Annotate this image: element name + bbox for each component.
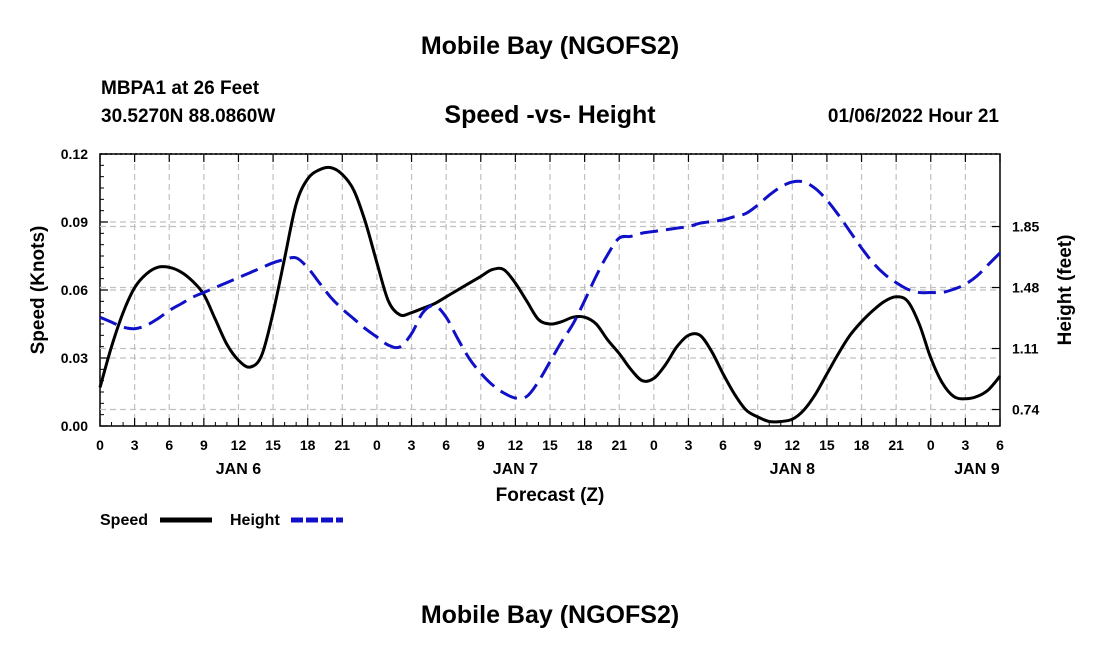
x-tick-label: 18	[854, 437, 870, 453]
height-series-line	[99, 179, 1002, 400]
x-tick-label: 21	[888, 437, 904, 453]
y-left-tick-label: 0.09	[61, 214, 88, 230]
y-right-tick-label: 0.74	[1012, 402, 1039, 418]
top-title: Mobile Bay (NGOFS2)	[420, 32, 680, 60]
x-tick-label: 9	[200, 437, 208, 453]
x-tick-label: 15	[819, 437, 835, 453]
x-tick-label: 15	[265, 437, 281, 453]
day-label: JAN 9	[954, 461, 999, 478]
x-tick-label: 3	[961, 437, 969, 453]
day-label: JAN 7	[493, 461, 538, 478]
x-tick-label: 21	[335, 437, 351, 453]
day-label: JAN 8	[770, 461, 815, 478]
x-tick-label: 12	[231, 437, 247, 453]
x-tick-label: 0	[373, 437, 381, 453]
x-tick-label: 0	[96, 437, 104, 453]
x-tick-label: 12	[508, 437, 524, 453]
x-tick-label: 6	[442, 437, 450, 453]
legend-height-label: Height	[230, 512, 280, 529]
y-left-tick-label: 0.03	[61, 350, 88, 366]
bottom-title: Mobile Bay (NGOFS2)	[420, 601, 680, 629]
x-axis-label: Forecast (Z)	[496, 485, 605, 506]
x-tick-label: 3	[131, 437, 139, 453]
y-right-tick-label: 1.48	[1012, 280, 1039, 296]
y-right-tick-label: 1.11	[1012, 341, 1039, 357]
x-tick-label: 6	[719, 437, 727, 453]
y-left-tick-label: 0.12	[61, 146, 88, 162]
x-tick-label: 6	[996, 437, 1004, 453]
coords-label: 30.5270N 88.0860W	[101, 106, 276, 127]
date-label: 01/06/2022 Hour 21	[827, 106, 999, 127]
x-tick-label: 0	[650, 437, 658, 453]
speed-series-line	[98, 165, 1002, 424]
x-tick-label: 6	[165, 437, 173, 453]
legend-speed-label: Speed	[100, 512, 148, 529]
y-axis-left-label: Speed (Knots)	[28, 226, 49, 355]
y-left-tick-label: 0.00	[61, 418, 88, 434]
x-tick-label: 9	[754, 437, 762, 453]
x-tick-label: 9	[477, 437, 485, 453]
speed-height-chart: 0 3 6 9 12 15 18 21 0 3 6 9 12 15 18 21 0 3 6 9 12 15 18 21 0 3 6 J…	[28, 146, 1076, 529]
x-tick-label: 0	[927, 437, 935, 453]
x-tick-label: 21	[611, 437, 627, 453]
x-tick-label: 18	[577, 437, 593, 453]
x-tick-label: 3	[685, 437, 693, 453]
day-label: JAN 6	[216, 461, 261, 478]
station-label: MBPA1 at 26 Feet	[101, 78, 260, 99]
x-tick-label: 18	[300, 437, 316, 453]
y-axis-right-label: Height (feet)	[1055, 235, 1076, 346]
chart-subtitle: Speed -vs- Height	[444, 101, 656, 129]
y-left-tick-label: 0.06	[61, 282, 88, 298]
x-tick-label: 15	[542, 437, 558, 453]
y-right-tick-label: 1.85	[1012, 219, 1039, 235]
x-tick-label: 12	[785, 437, 801, 453]
x-tick-label: 3	[408, 437, 416, 453]
